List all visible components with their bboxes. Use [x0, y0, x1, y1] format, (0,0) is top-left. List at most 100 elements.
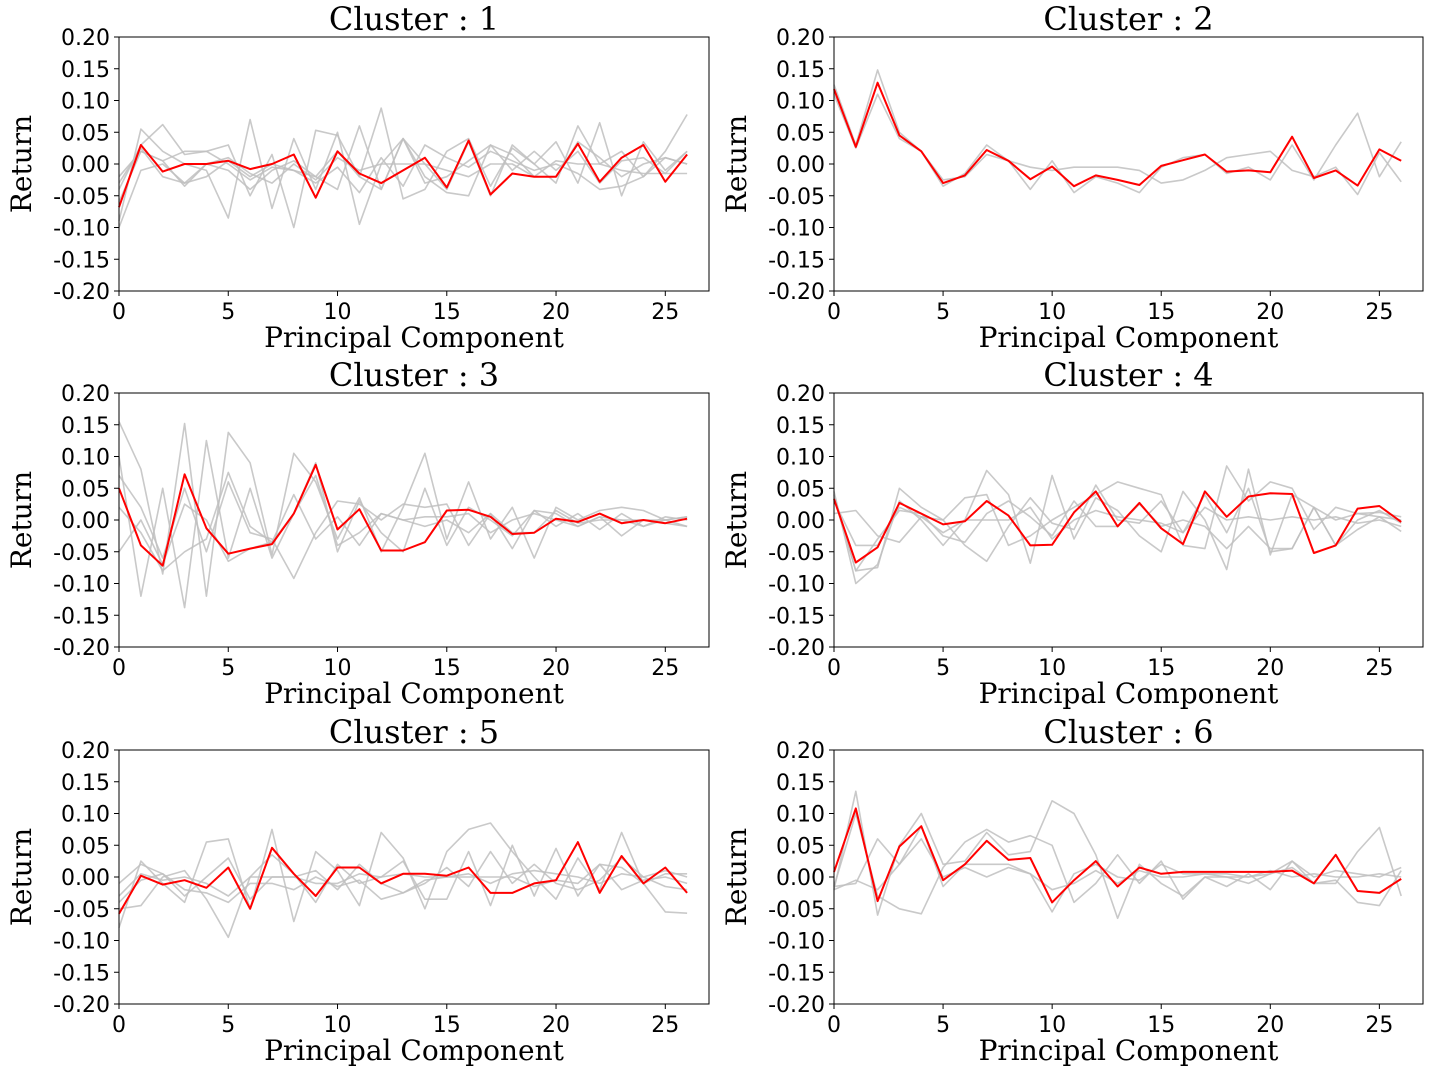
x-tick-label: 0 [827, 300, 841, 325]
y-axis-label: Return [5, 828, 38, 926]
x-tick-label: 0 [112, 300, 126, 325]
y-tick-label: -0.10 [53, 930, 110, 955]
y-tick-label: 0.10 [61, 446, 110, 471]
x-tick-label: 25 [651, 656, 679, 681]
member-series-line-6 [118, 137, 688, 191]
member-series-line-5 [833, 500, 1402, 547]
y-tick-label: 0.20 [776, 382, 825, 407]
member-series-line-1 [118, 421, 688, 598]
x-tick-label: 5 [936, 1013, 950, 1038]
member-series-line-4 [833, 497, 1402, 572]
x-tick-label: 5 [221, 1013, 235, 1038]
y-tick-label: 0.20 [61, 382, 110, 407]
y-tick-label: -0.05 [768, 541, 825, 566]
y-tick-label: 0.10 [776, 446, 825, 471]
y-tick-label: 0.05 [776, 121, 825, 146]
member-series-line-5 [118, 471, 688, 572]
y-tick-label: 0.15 [776, 414, 825, 439]
x-tick-label: 10 [324, 656, 352, 681]
chart-title: Cluster : 2 [1043, 0, 1213, 38]
y-tick-label: -0.20 [768, 993, 825, 1018]
centroid-series-line [833, 807, 1402, 904]
y-tick-label: 0.05 [776, 834, 825, 859]
member-series-line-1 [833, 69, 1402, 194]
x-tick-label: 5 [936, 656, 950, 681]
member-series-line-1 [833, 468, 1402, 585]
y-tick-label: 0.15 [776, 58, 825, 83]
x-tick-label: 10 [1038, 300, 1066, 325]
x-tick-label: 15 [1147, 656, 1175, 681]
member-series-line-2 [833, 465, 1402, 550]
y-tick-label: -0.15 [53, 961, 110, 986]
chart-title: Cluster : 5 [329, 713, 499, 751]
y-axis-label: Return [720, 471, 753, 569]
x-tick-label: 5 [936, 300, 950, 325]
x-tick-label: 0 [827, 1013, 841, 1038]
chart-title: Cluster : 6 [1043, 713, 1213, 751]
y-tick-label: -0.05 [768, 185, 825, 210]
x-tick-label: 10 [324, 1013, 352, 1038]
centroid-series-line [118, 841, 688, 915]
x-axis-label: Principal Component [979, 1034, 1280, 1067]
member-series-line-2 [118, 107, 688, 229]
chart-panel-1: 0 5 10 15 20 25 -0.20 -0.15 -0.10 -0.05 0.00 0.05 0.… [5, 0, 710, 354]
y-axis-label: Return [720, 828, 753, 926]
member-series-line-3 [118, 125, 688, 228]
chart-title: Cluster : 3 [329, 356, 499, 394]
member-series-line-5 [118, 150, 688, 203]
x-tick-label: 25 [1365, 1013, 1393, 1038]
y-tick-label: -0.05 [53, 185, 110, 210]
member-series-line-1 [118, 822, 688, 929]
y-tick-label: -0.05 [53, 898, 110, 923]
y-tick-label: 0.10 [61, 90, 110, 115]
centroid-series-line [118, 139, 688, 208]
x-axis-label: Principal Component [264, 677, 565, 710]
x-tick-label: 20 [542, 1013, 570, 1038]
y-tick-label: 0.10 [61, 803, 110, 828]
y-tick-label: 0.05 [61, 834, 110, 859]
y-tick-label: -0.15 [53, 604, 110, 629]
centroid-series-line [833, 81, 1402, 188]
x-tick-label: 5 [221, 656, 235, 681]
x-tick-label: 25 [651, 1013, 679, 1038]
member-series-line-4 [118, 144, 688, 194]
y-tick-label: -0.05 [53, 541, 110, 566]
x-axis-label: Principal Component [264, 1034, 565, 1067]
y-tick-label: -0.15 [768, 961, 825, 986]
y-tick-label: -0.10 [768, 930, 825, 955]
y-tick-label: 0.00 [61, 509, 110, 534]
chart-panel-5: 0 5 10 15 20 25 -0.20 -0.15 -0.10 -0.05 0.00 0.05 0.… [5, 713, 710, 1067]
x-axis-label: Principal Component [979, 321, 1280, 354]
centroid-series-line [833, 490, 1402, 564]
x-tick-label: 25 [1365, 656, 1393, 681]
y-tick-label: 0.00 [776, 866, 825, 891]
chart-panel-6: 0 5 10 15 20 25 -0.20 -0.15 -0.10 -0.05 0.00 0.05 0.… [720, 713, 1424, 1067]
chart-title: Cluster : 4 [1043, 356, 1213, 394]
y-tick-label: 0.10 [776, 803, 825, 828]
chart-panel-3: 0 5 10 15 20 25 -0.20 -0.15 -0.10 -0.05 0.00 0.05 0.… [5, 356, 710, 710]
y-tick-label: 0.00 [776, 153, 825, 178]
x-tick-label: 20 [1256, 656, 1284, 681]
member-series-line-5 [118, 863, 688, 904]
x-tick-label: 10 [1038, 1013, 1066, 1038]
y-tick-label: -0.10 [768, 573, 825, 598]
y-tick-label: 0.05 [776, 477, 825, 502]
member-series-line-2 [118, 439, 688, 609]
y-axis-label: Return [5, 115, 38, 213]
y-tick-label: -0.05 [768, 898, 825, 923]
x-axis-label: Principal Component [264, 321, 565, 354]
y-tick-label: 0.10 [776, 90, 825, 115]
y-tick-label: 0.00 [61, 866, 110, 891]
y-tick-label: 0.20 [776, 26, 825, 51]
x-tick-label: 0 [112, 1013, 126, 1038]
y-tick-label: -0.20 [768, 280, 825, 305]
y-tick-label: -0.15 [768, 248, 825, 273]
chart-title: Cluster : 1 [329, 0, 499, 38]
x-tick-label: 20 [1256, 300, 1284, 325]
x-tick-label: 20 [1256, 1013, 1284, 1038]
x-tick-label: 15 [433, 1013, 461, 1038]
member-series-line-1 [833, 790, 1402, 920]
centroid-series-line [118, 463, 688, 567]
x-tick-label: 10 [1038, 656, 1066, 681]
y-axis-label: Return [5, 471, 38, 569]
